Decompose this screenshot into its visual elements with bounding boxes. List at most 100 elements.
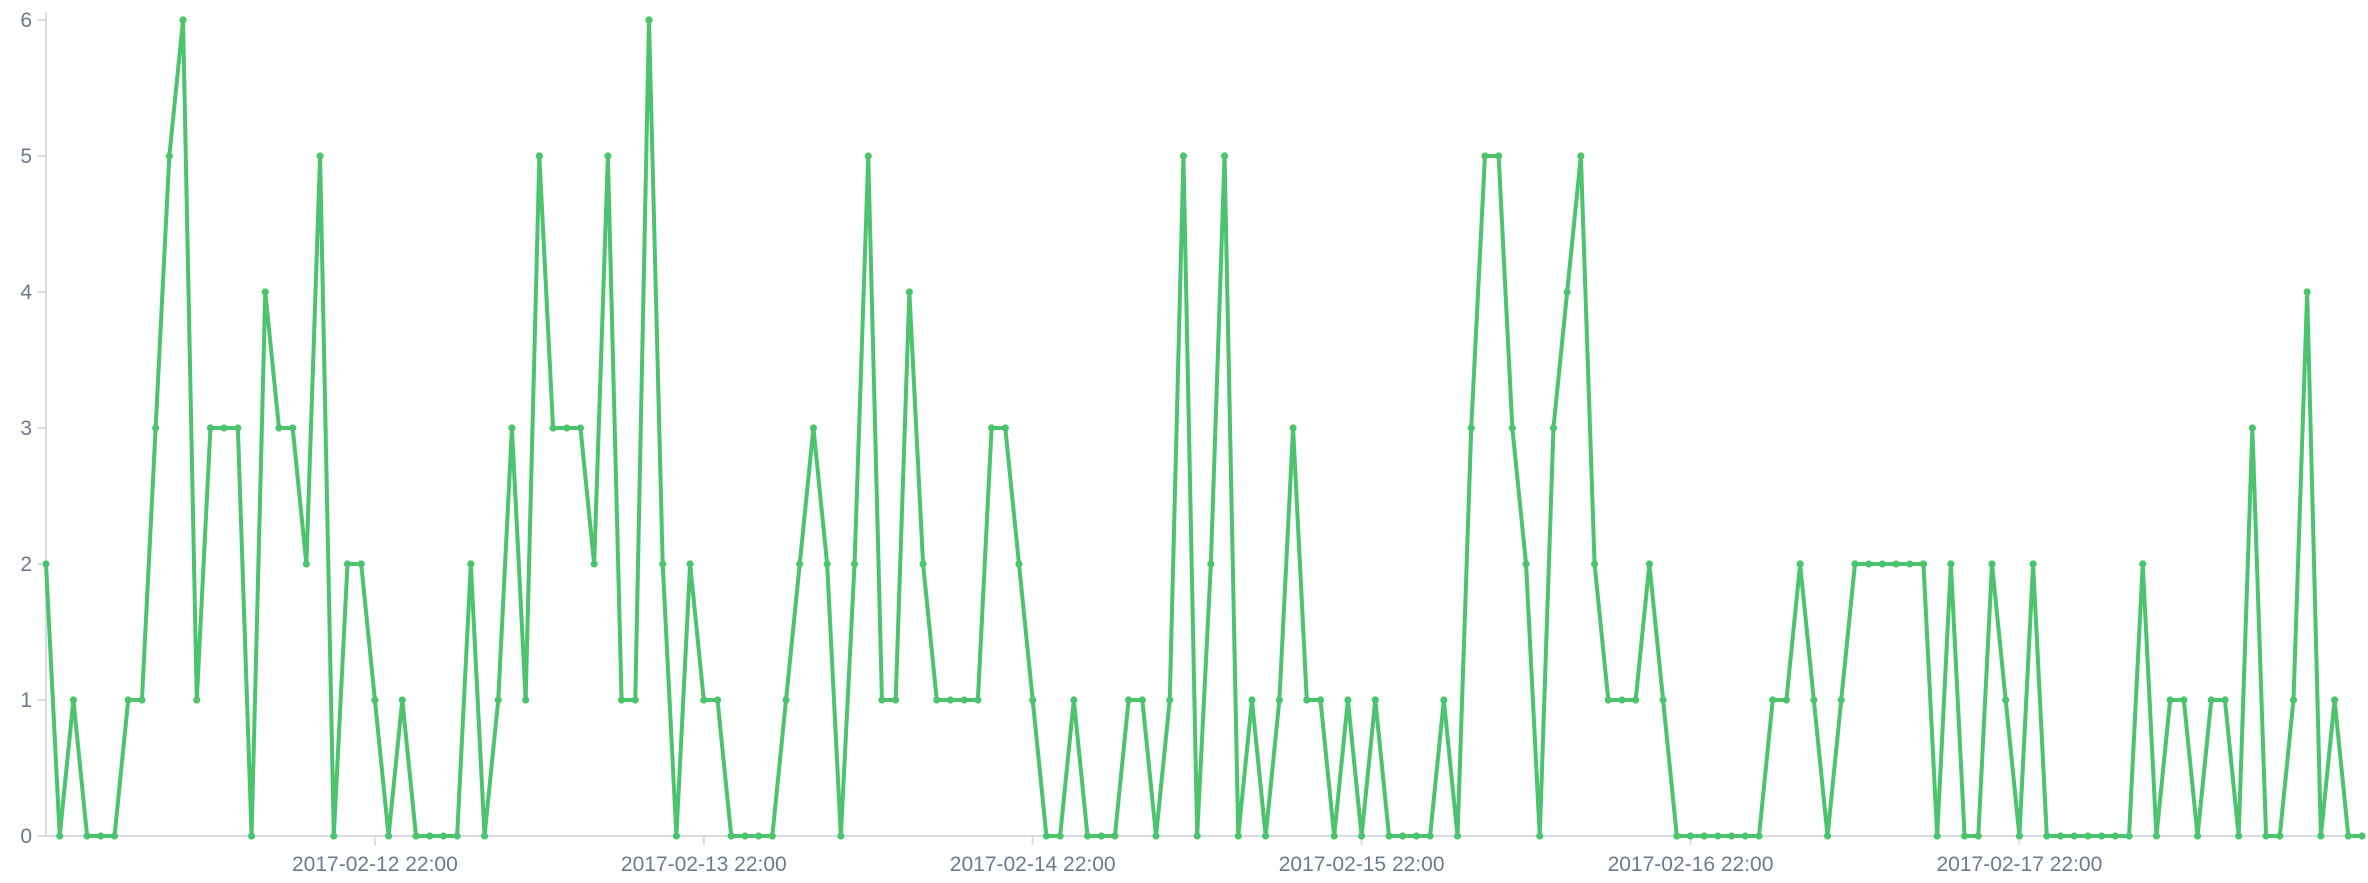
data-point bbox=[1262, 832, 1270, 840]
data-point bbox=[42, 560, 50, 568]
data-point bbox=[1892, 560, 1900, 568]
data-point bbox=[563, 424, 571, 432]
data-point bbox=[494, 696, 502, 704]
data-point bbox=[974, 696, 982, 704]
data-point bbox=[1289, 424, 1297, 432]
data-point bbox=[1467, 424, 1475, 432]
data-point bbox=[1796, 560, 1804, 568]
data-point bbox=[2235, 832, 2243, 840]
data-point bbox=[1344, 696, 1352, 704]
data-point bbox=[1823, 832, 1832, 840]
data-point bbox=[247, 832, 256, 840]
series-line bbox=[44, 18, 2364, 838]
data-point bbox=[1590, 560, 1599, 568]
data-point bbox=[2303, 288, 2311, 296]
data-point bbox=[2015, 832, 2023, 840]
data-point bbox=[617, 696, 626, 704]
data-point bbox=[604, 152, 612, 160]
data-point bbox=[1001, 424, 1009, 432]
data-point bbox=[1714, 832, 1722, 840]
data-point bbox=[343, 560, 352, 568]
data-point bbox=[261, 288, 269, 296]
data-point bbox=[1919, 560, 1928, 568]
data-point bbox=[892, 696, 900, 704]
y-tick-label: 6 bbox=[20, 9, 32, 32]
data-point bbox=[1604, 696, 1612, 704]
data-point bbox=[987, 424, 996, 432]
y-tick-label: 4 bbox=[20, 281, 32, 304]
x-tick-label: 2017-02-14 22:00 bbox=[950, 853, 1116, 876]
data-point bbox=[1577, 152, 1585, 160]
data-point bbox=[2002, 696, 2010, 704]
data-point bbox=[83, 832, 91, 840]
data-point bbox=[1974, 832, 1982, 840]
data-point bbox=[275, 424, 283, 432]
data-point bbox=[1083, 832, 1092, 840]
data-point bbox=[2084, 832, 2092, 840]
data-point bbox=[782, 696, 790, 704]
data-point bbox=[193, 696, 201, 704]
data-point bbox=[2056, 832, 2065, 840]
data-point bbox=[1042, 832, 1051, 840]
data-point bbox=[905, 288, 913, 296]
data-point bbox=[1029, 696, 1037, 704]
data-point bbox=[2125, 832, 2133, 840]
data-point bbox=[659, 560, 667, 568]
data-point bbox=[576, 424, 585, 432]
x-tick-label: 2017-02-13 22:00 bbox=[621, 853, 787, 876]
data-point bbox=[124, 696, 132, 704]
data-point bbox=[960, 696, 968, 704]
data-point bbox=[2207, 696, 2215, 704]
data-point bbox=[1453, 832, 1462, 840]
data-point bbox=[1440, 696, 1448, 704]
data-point bbox=[878, 696, 886, 704]
data-point bbox=[2358, 832, 2366, 840]
series-group bbox=[42, 16, 2366, 840]
data-point bbox=[302, 560, 310, 568]
y-tick-label: 1 bbox=[20, 689, 32, 712]
y-tick-label: 3 bbox=[20, 417, 32, 440]
data-point bbox=[1234, 832, 1242, 840]
data-point bbox=[823, 560, 831, 568]
data-point bbox=[2139, 560, 2147, 568]
data-point bbox=[2152, 832, 2161, 840]
data-point bbox=[56, 832, 64, 840]
data-point bbox=[522, 696, 530, 704]
data-point bbox=[1810, 696, 1818, 704]
x-tick-label: 2017-02-12 22:00 bbox=[292, 853, 458, 876]
data-point bbox=[165, 152, 173, 160]
data-point bbox=[412, 832, 420, 840]
data-point bbox=[467, 560, 475, 568]
data-point bbox=[1056, 832, 1064, 840]
data-point bbox=[1070, 696, 1078, 704]
data-point bbox=[110, 832, 119, 840]
data-point bbox=[330, 832, 338, 840]
data-point bbox=[1700, 832, 1708, 840]
data-point bbox=[152, 424, 160, 432]
data-point bbox=[316, 152, 324, 160]
data-point bbox=[1522, 560, 1530, 568]
data-point bbox=[1741, 832, 1749, 840]
data-point bbox=[535, 152, 543, 160]
data-point bbox=[590, 560, 598, 568]
data-point bbox=[672, 832, 680, 840]
data-point bbox=[1316, 696, 1325, 704]
data-point bbox=[206, 424, 215, 432]
data-point bbox=[1988, 560, 1996, 568]
data-point bbox=[1686, 832, 1695, 840]
x-tick-label: 2017-02-15 22:00 bbox=[1279, 853, 1445, 876]
data-point bbox=[809, 424, 818, 432]
data-point bbox=[398, 696, 406, 704]
data-point bbox=[1851, 560, 1859, 568]
data-point bbox=[1125, 696, 1133, 704]
data-point bbox=[2276, 832, 2284, 840]
data-point bbox=[755, 832, 763, 840]
y-axis: 0 1 2 3 4 5 6 bbox=[20, 9, 47, 848]
data-point bbox=[1782, 696, 1791, 704]
data-point bbox=[1755, 832, 1763, 840]
data-point bbox=[2098, 832, 2106, 840]
data-point bbox=[1632, 696, 1640, 704]
data-point bbox=[1659, 696, 1667, 704]
data-point bbox=[1330, 832, 1338, 840]
